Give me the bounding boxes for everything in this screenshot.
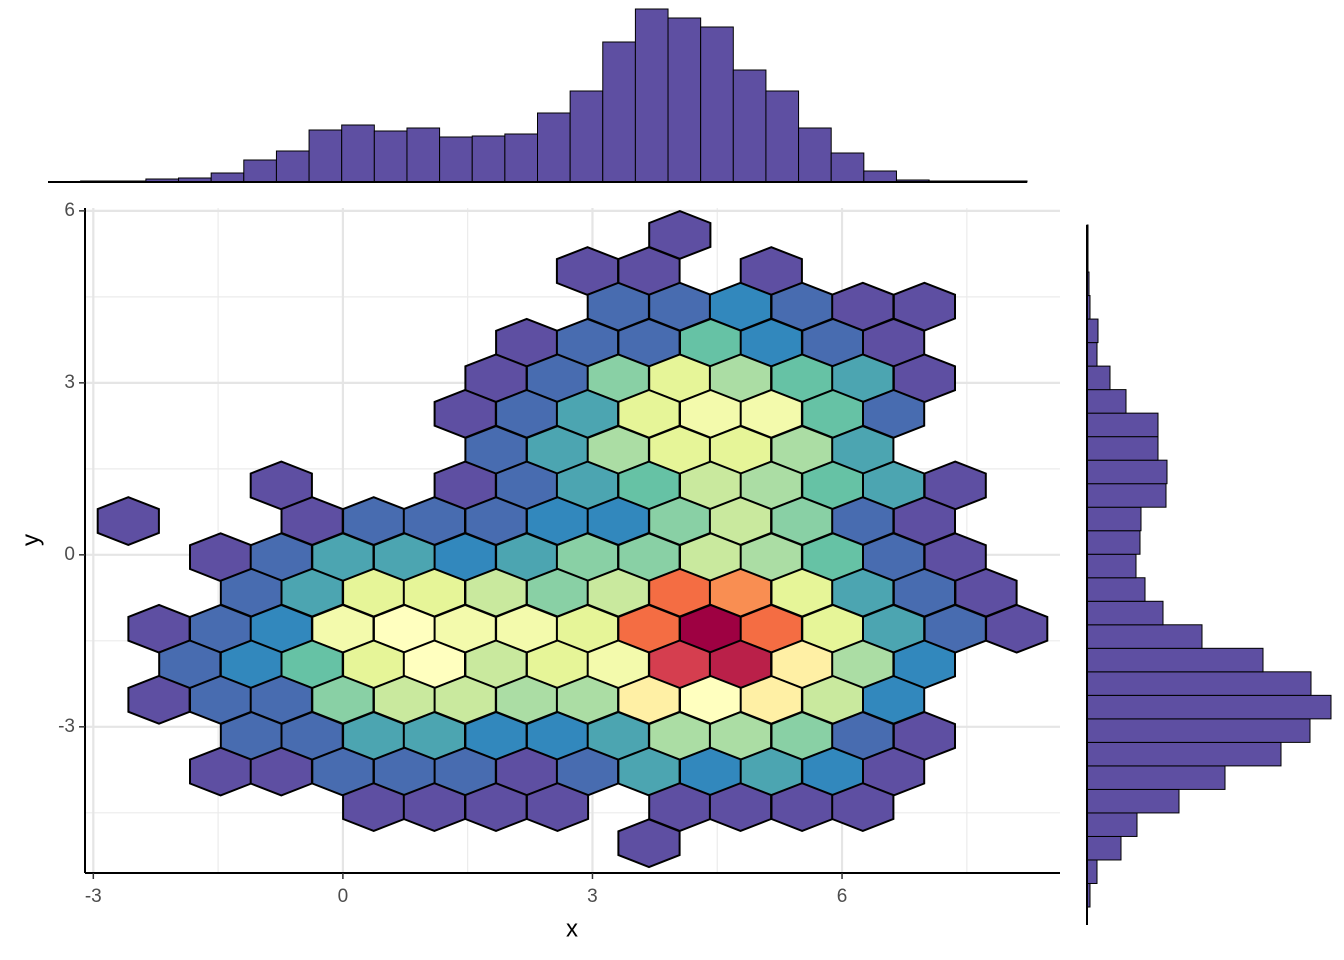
histogram-bar [1086, 718, 1311, 743]
histogram-bar [569, 90, 604, 183]
hexbin [525, 782, 590, 832]
histogram-bar [1086, 624, 1203, 649]
histogram-bar [602, 41, 636, 183]
histogram-bar [1086, 318, 1099, 344]
y-tick-label: 0 [64, 544, 75, 565]
y-axis-title: y [17, 534, 44, 546]
histogram-bar [1086, 812, 1138, 837]
histogram-bar [1086, 835, 1122, 861]
histogram-bar [243, 159, 277, 183]
histogram-bar [373, 130, 408, 183]
histogram-bar [634, 8, 669, 183]
histogram-bar [308, 129, 343, 183]
histogram-bar [667, 17, 702, 183]
hexbin [96, 496, 160, 546]
histogram-bar [1086, 647, 1264, 673]
histogram-bar [537, 112, 571, 183]
x-tick-label: 0 [338, 886, 349, 907]
histogram-bar [1086, 342, 1098, 367]
histogram-bar [210, 172, 245, 183]
axes-layer: -3 0 3 6 -3 0 3 6 [48, 181, 1088, 925]
histogram-bar [798, 127, 832, 183]
histogram-bar [732, 69, 767, 183]
y-tick-label: -3 [58, 716, 75, 737]
x-tick-label: 3 [587, 886, 598, 907]
x-axis-title: x [566, 915, 578, 942]
histogram-bar [1086, 788, 1180, 814]
histogram-bar [471, 135, 506, 183]
histogram-bar [700, 26, 734, 183]
hexbin [617, 818, 681, 869]
histogram-bar [765, 90, 800, 183]
histogram-bar [1086, 483, 1167, 508]
histogram-bar [341, 124, 375, 183]
histogram-bar [1086, 506, 1142, 532]
histogram-bar [1086, 741, 1282, 767]
histogram-bar [1086, 553, 1137, 579]
histogram-bar [1086, 459, 1168, 485]
histogram-bar [439, 136, 473, 183]
hexbin [985, 603, 1049, 654]
y-tick-label: 6 [64, 200, 75, 221]
marks-layer [80, 8, 1332, 908]
histogram-bar [1086, 859, 1098, 884]
y-tick-label: 3 [64, 372, 75, 393]
histogram-bar [504, 133, 539, 183]
histogram-bar [1086, 365, 1111, 391]
histogram-bar [1086, 577, 1146, 602]
histogram-bar [1086, 530, 1141, 555]
histogram-bar [1086, 694, 1332, 720]
histogram-bar [1086, 600, 1164, 626]
histogram-bar [406, 127, 441, 183]
histogram-bar [1086, 412, 1159, 438]
hexbin [831, 782, 895, 832]
x-tick-label: -3 [85, 886, 102, 907]
histogram-bar [1086, 671, 1312, 696]
histogram-bar [1086, 436, 1159, 461]
histogram-bar [1086, 389, 1127, 414]
histogram-bar [830, 152, 865, 183]
x-tick-label: 6 [837, 886, 848, 907]
histogram-bar [1086, 765, 1226, 790]
histogram-bar [863, 170, 897, 183]
histogram-bar [275, 150, 310, 183]
